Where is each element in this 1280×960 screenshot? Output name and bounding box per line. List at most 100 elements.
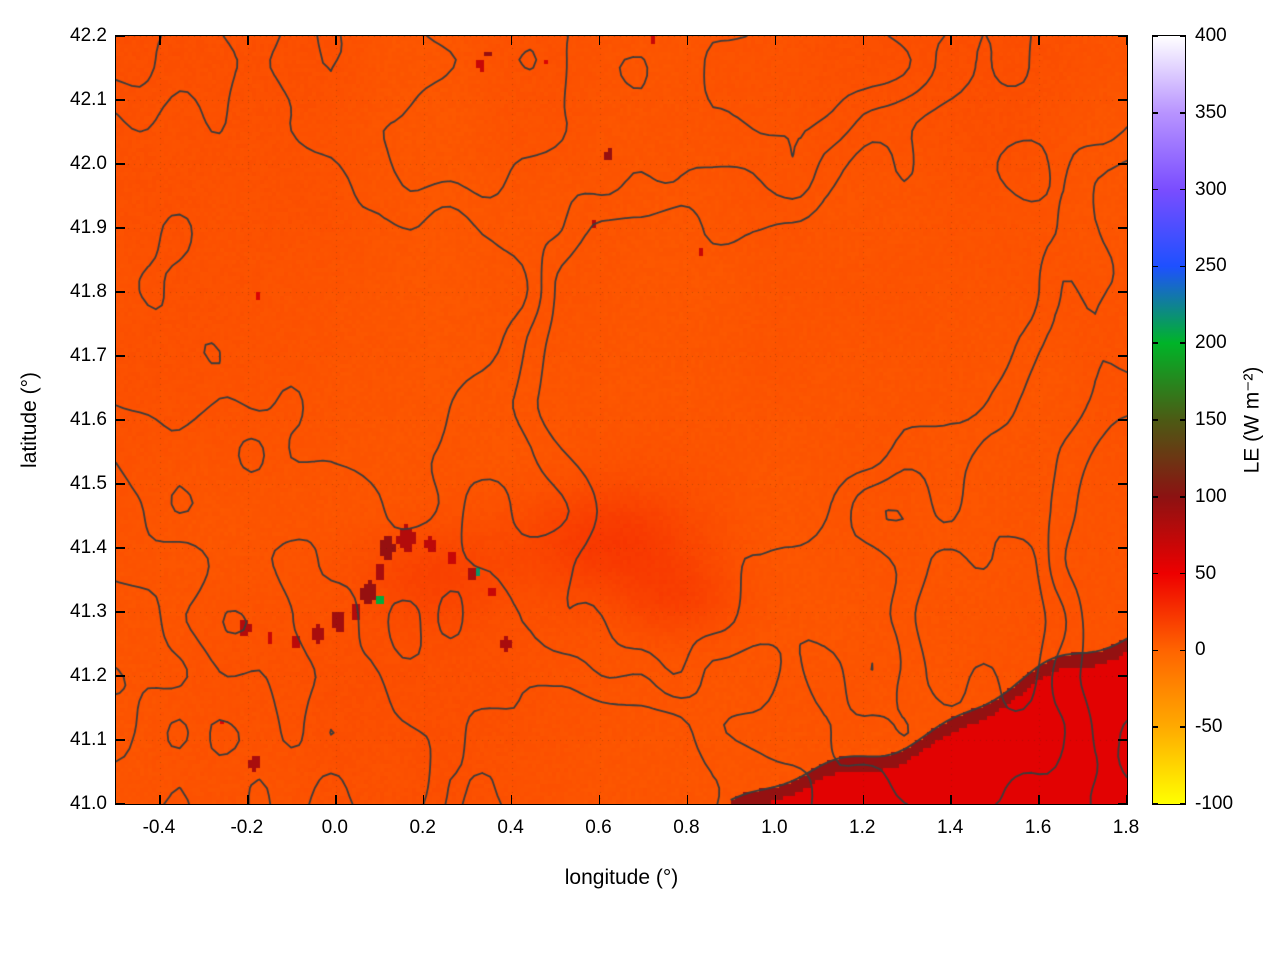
colorbar-gradient [1153, 36, 1185, 804]
y-tick-label: 42.0 [70, 153, 107, 174]
colorbar-tick-label: -50 [1195, 716, 1223, 738]
x-tick-label: 1.0 [761, 817, 788, 838]
colorbar-tick-mark [1153, 188, 1158, 191]
y-tick-label: 41.7 [70, 345, 107, 366]
x-tick-label: 0.8 [673, 817, 700, 838]
x-tick-mark [598, 795, 601, 804]
colorbar-tick-mark [1180, 35, 1185, 37]
y-tick-mark [116, 483, 125, 485]
y-tick-mark [116, 419, 125, 421]
y-tick-mark [1118, 291, 1127, 293]
x-axis-label: longitude (°) [564, 866, 679, 889]
colorbar-tick-mark [1153, 35, 1158, 37]
colorbar-tick-label: 50 [1195, 562, 1217, 584]
x-tick-label: 1.4 [936, 817, 964, 838]
colorbar-tick-mark [1180, 419, 1185, 421]
colorbar [1152, 35, 1186, 805]
colorbar-tick-mark [1180, 726, 1185, 728]
y-tick-mark [116, 35, 125, 37]
colorbar-tick-label: 200 [1195, 332, 1227, 354]
x-tick-mark [510, 795, 513, 804]
x-tick-mark [422, 36, 425, 45]
colorbar-tick-label: -100 [1195, 793, 1234, 814]
y-tick-mark [1118, 419, 1127, 421]
x-tick-mark [1038, 36, 1040, 45]
x-tick-label: 1.6 [1024, 817, 1052, 838]
colorbar-label: LE (W m⁻²) [1240, 366, 1264, 474]
y-tick-mark [116, 227, 125, 229]
y-tick-mark [1118, 739, 1127, 741]
x-tick-mark [598, 36, 601, 45]
y-tick-label: 41.5 [70, 473, 107, 494]
y-tick-label: 41.4 [70, 537, 107, 558]
y-tick-label: 41.2 [70, 665, 107, 686]
x-tick-mark [1126, 36, 1128, 45]
heatmap-canvas [116, 36, 1127, 804]
y-tick-label: 41.0 [70, 793, 107, 814]
colorbar-tick-mark [1180, 803, 1185, 805]
y-tick-mark [116, 611, 125, 613]
y-tick-mark [116, 803, 125, 805]
y-tick-mark [116, 355, 125, 357]
x-tick-mark [1038, 795, 1040, 804]
colorbar-tick-label: 0 [1195, 639, 1206, 661]
colorbar-tick-mark [1180, 342, 1185, 344]
x-tick-label: 1.2 [849, 817, 876, 838]
colorbar-tick-mark [1180, 265, 1185, 268]
y-tick-label: 41.9 [70, 217, 107, 238]
x-tick-mark [247, 795, 249, 804]
colorbar-tick-mark [1153, 649, 1158, 652]
plot-area [115, 35, 1128, 805]
y-tick-label: 42.1 [70, 89, 107, 110]
colorbar-tick-label: 250 [1195, 255, 1227, 277]
x-tick-mark [422, 795, 425, 804]
y-tick-mark [1118, 803, 1127, 805]
x-tick-mark [950, 795, 952, 804]
colorbar-tick-mark [1180, 649, 1185, 652]
x-tick-mark [862, 36, 864, 45]
colorbar-tick-mark [1153, 265, 1158, 268]
colorbar-tick-label: 100 [1195, 485, 1227, 507]
y-tick-mark [116, 739, 125, 741]
colorbar-tick-label: 150 [1195, 409, 1227, 430]
colorbar-tick-mark [1180, 496, 1185, 498]
x-tick-mark [686, 36, 689, 45]
y-tick-mark [1118, 35, 1127, 37]
x-tick-mark [335, 795, 337, 804]
colorbar-tick-label: 300 [1195, 178, 1227, 200]
y-tick-mark [1118, 355, 1127, 357]
colorbar-tick-label: 400 [1195, 25, 1227, 46]
x-tick-mark [774, 36, 777, 45]
x-tick-mark [335, 36, 337, 45]
y-tick-mark [116, 99, 125, 101]
x-tick-label: -0.2 [230, 817, 264, 838]
y-tick-mark [1118, 227, 1127, 229]
x-tick-label: -0.4 [142, 817, 176, 838]
y-tick-mark [1118, 483, 1127, 485]
colorbar-tick-mark [1180, 188, 1185, 191]
y-tick-mark [116, 291, 125, 293]
colorbar-tick-mark [1153, 726, 1158, 728]
y-tick-label: 41.3 [70, 601, 107, 622]
colorbar-tick-mark [1153, 342, 1158, 344]
x-tick-mark [862, 795, 864, 804]
colorbar-tick-mark [1180, 572, 1185, 575]
y-tick-mark [1118, 547, 1127, 549]
colorbar-tick-mark [1153, 496, 1158, 498]
colorbar-tick-mark [1153, 112, 1158, 114]
x-tick-label: 0.6 [585, 817, 612, 838]
x-tick-mark [247, 36, 249, 45]
x-tick-mark [1126, 795, 1128, 804]
x-tick-mark [774, 795, 777, 804]
x-tick-label: 0.0 [321, 817, 348, 838]
colorbar-tick-mark [1153, 419, 1158, 421]
colorbar-tick-mark [1153, 803, 1158, 805]
y-tick-mark [1118, 99, 1127, 101]
colorbar-tick-mark [1180, 112, 1185, 114]
colorbar-tick-mark [1153, 572, 1158, 575]
y-tick-mark [116, 163, 125, 165]
colorbar-tick-label: 350 [1195, 101, 1227, 123]
x-tick-label: 0.4 [497, 817, 524, 838]
y-tick-label: 41.8 [70, 281, 107, 302]
